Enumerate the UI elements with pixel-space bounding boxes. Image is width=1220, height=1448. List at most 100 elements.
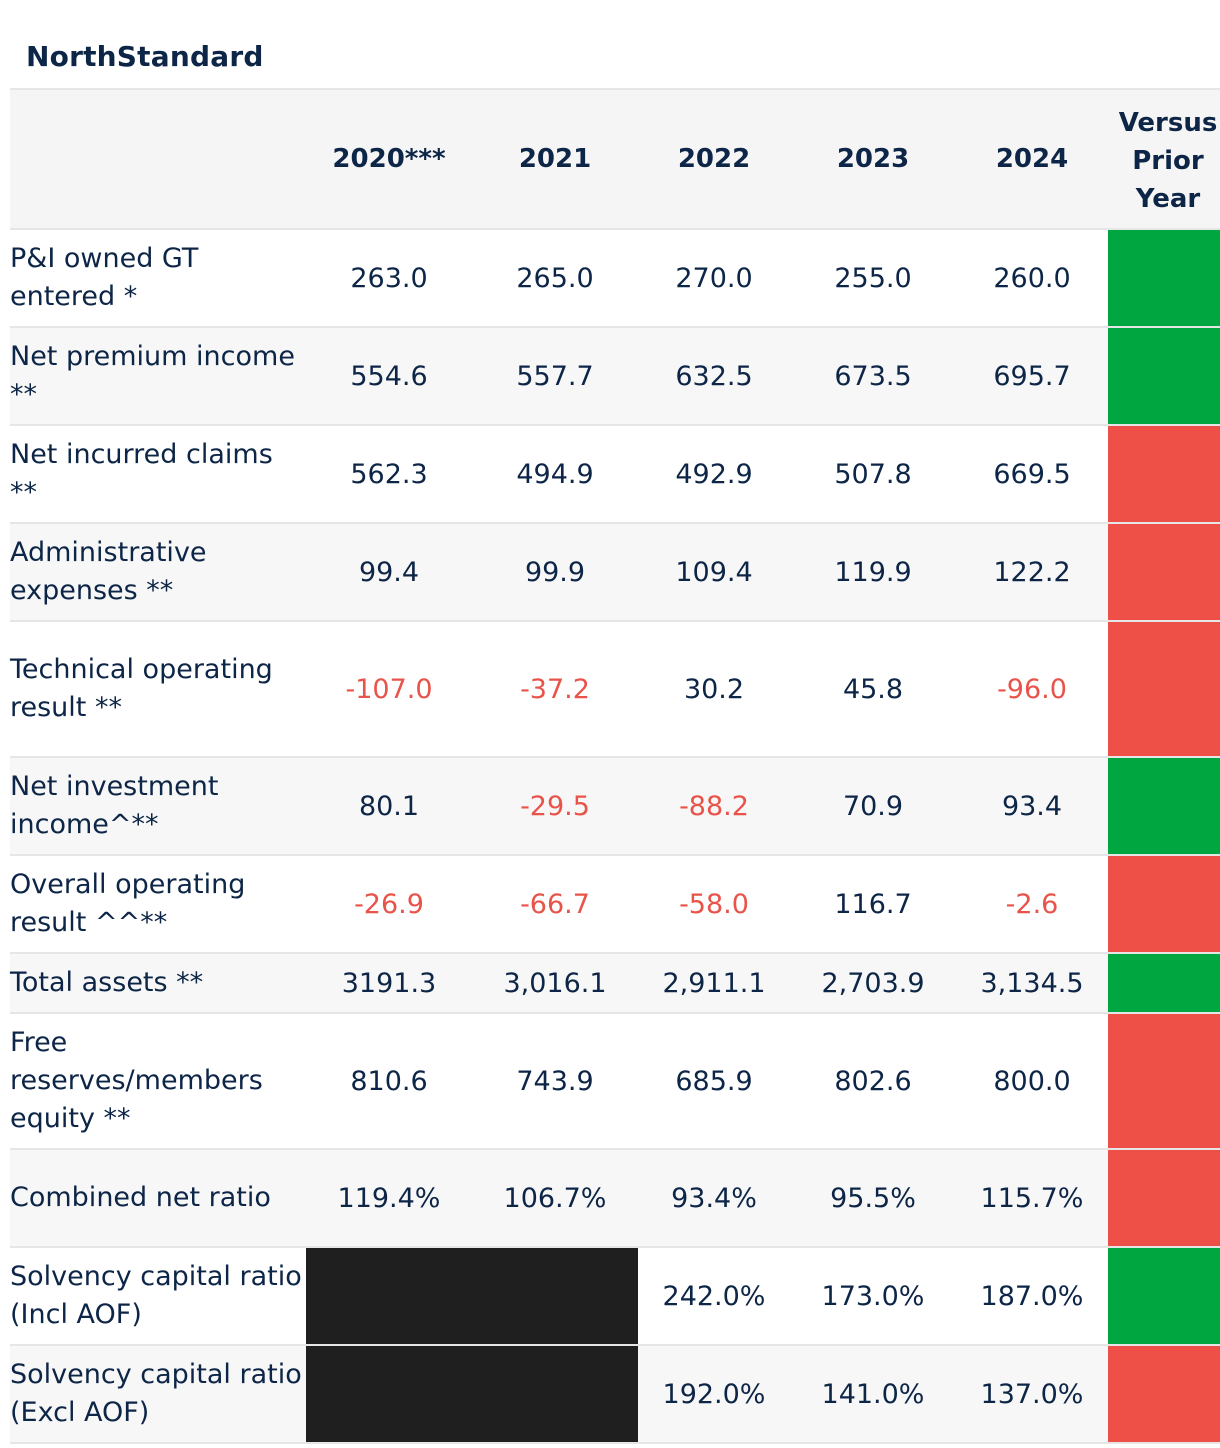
value-cell: 507.8 [790,425,956,524]
trend-indicator-down [1108,425,1220,524]
value-cell: 116.7 [790,855,956,954]
redacted-cell [472,1345,638,1444]
value-cell: 192.0% [638,1345,790,1444]
trend-indicator-up [1108,327,1220,426]
trend-indicator-down [1108,1149,1220,1248]
value-cell: 2,911.1 [638,953,790,1014]
value-cell: 3,134.5 [956,953,1108,1014]
value-cell: 800.0 [956,1013,1108,1150]
trend-indicator-down [1108,1345,1220,1444]
value-cell: 557.7 [472,327,638,426]
value-cell: 99.9 [472,523,638,622]
trend-indicator-up [1108,953,1220,1014]
trend-indicator-down [1108,523,1220,622]
trend-indicator-up [1108,757,1220,856]
value-cell: 3,016.1 [472,953,638,1014]
row-label: Solvency capital ratio (Incl AOF) [10,1247,306,1346]
value-cell: 242.0% [638,1247,790,1346]
value-cell: 492.9 [638,425,790,524]
value-cell: 95.5% [790,1149,956,1248]
value-cell: -66.7 [472,855,638,954]
value-cell: 187.0% [956,1247,1108,1346]
financial-table: 2020*** 2021 2022 2023 2024 Versus Prior Y… [10,88,1220,1444]
row-label: Total assets ** [10,953,306,1014]
redacted-cell [306,1345,472,1444]
redacted-cell [472,1247,638,1346]
value-cell: 669.5 [956,425,1108,524]
value-cell: 562.3 [306,425,472,524]
value-cell: 554.6 [306,327,472,426]
value-cell: 673.5 [790,327,956,426]
row-label: Administrative expenses ** [10,523,306,622]
value-cell: 115.7% [956,1149,1108,1248]
header-label-cell [10,88,306,230]
value-cell: 810.6 [306,1013,472,1150]
value-cell: 173.0% [790,1247,956,1346]
trend-indicator-down [1108,855,1220,954]
table-body: P&I owned GT entered * 263.0 265.0 270.0 255… [10,229,1220,1444]
value-cell: 30.2 [638,621,790,758]
value-cell: 695.7 [956,327,1108,426]
header-year-2022: 2022 [638,88,790,230]
table-row: Administrative expenses ** 99.4 99.9 109.4 1… [10,523,1220,622]
table-row: Overall operating result ^^** -26.9 -66.7-… [10,855,1220,954]
header-year-2023: 2023 [790,88,956,230]
value-cell: 93.4 [956,757,1108,856]
table-row: Technical operating result ** -107.0 -37.2… [10,621,1220,758]
row-label: Overall operating result ^^** [10,855,306,954]
trend-indicator-down [1108,1013,1220,1150]
value-cell: 632.5 [638,327,790,426]
trend-indicator-down [1108,621,1220,758]
header-year-2024: 2024 [956,88,1108,230]
value-cell: 260.0 [956,229,1108,328]
header-versus-prior-year: Versus Prior Year [1108,88,1220,230]
table-row: Solvency capital ratio (Incl AOF) 242.0% 1… [10,1247,1220,1346]
value-cell: 265.0 [472,229,638,328]
value-cell: 3191.3 [306,953,472,1014]
value-cell: 141.0% [790,1345,956,1444]
value-cell: -58.0 [638,855,790,954]
table-row: Net investment income^** 80.1 -29.5 -88.2 70… [10,757,1220,856]
table-row: Net incurred claims ** 562.3 494.9 492.9 507… [10,425,1220,524]
row-label: P&I owned GT entered * [10,229,306,328]
table-row: Total assets ** 3191.3 3,016.1 2,911.1 2,703… [10,953,1220,1014]
value-cell: -37.2 [472,621,638,758]
value-cell: 45.8 [790,621,956,758]
value-cell: 743.9 [472,1013,638,1150]
table-row: P&I owned GT entered * 263.0 265.0 270.0 255… [10,229,1220,328]
row-label: Net premium income ** [10,327,306,426]
value-cell: -96.0 [956,621,1108,758]
row-label: Combined net ratio [10,1149,306,1248]
value-cell: 494.9 [472,425,638,524]
value-cell: 80.1 [306,757,472,856]
value-cell: 109.4 [638,523,790,622]
value-cell: 2,703.9 [790,953,956,1014]
page-title: NorthStandard [26,40,264,73]
table-row: Solvency capital ratio (Excl AOF) 192.0% 1… [10,1345,1220,1444]
value-cell: -2.6 [956,855,1108,954]
row-label: Solvency capital ratio (Excl AOF) [10,1345,306,1444]
value-cell: 122.2 [956,523,1108,622]
table-row: Net premium income ** 554.6 557.7 632.5 673.… [10,327,1220,426]
row-label: Free reserves/members equity ** [10,1013,306,1150]
value-cell: 137.0% [956,1345,1108,1444]
value-cell: 93.4% [638,1149,790,1248]
header-year-word: Year [1135,184,1201,214]
header-year-2020: 2020*** [306,88,472,230]
value-cell: -88.2 [638,757,790,856]
row-label: Net incurred claims ** [10,425,306,524]
row-label: Net investment income^** [10,757,306,856]
value-cell: 263.0 [306,229,472,328]
redacted-cell [306,1247,472,1346]
value-cell: 70.9 [790,757,956,856]
value-cell: -26.9 [306,855,472,954]
value-cell: 119.9 [790,523,956,622]
row-label: Technical operating result ** [10,621,306,758]
value-cell: 99.4 [306,523,472,622]
table-row: Free reserves/members equity ** 810.6 743.… [10,1013,1220,1150]
value-cell: 255.0 [790,229,956,328]
table-header-row: 2020*** 2021 2022 2023 2024 Versus Prior Y… [10,88,1220,230]
trend-indicator-up [1108,229,1220,328]
trend-indicator-up [1108,1247,1220,1346]
